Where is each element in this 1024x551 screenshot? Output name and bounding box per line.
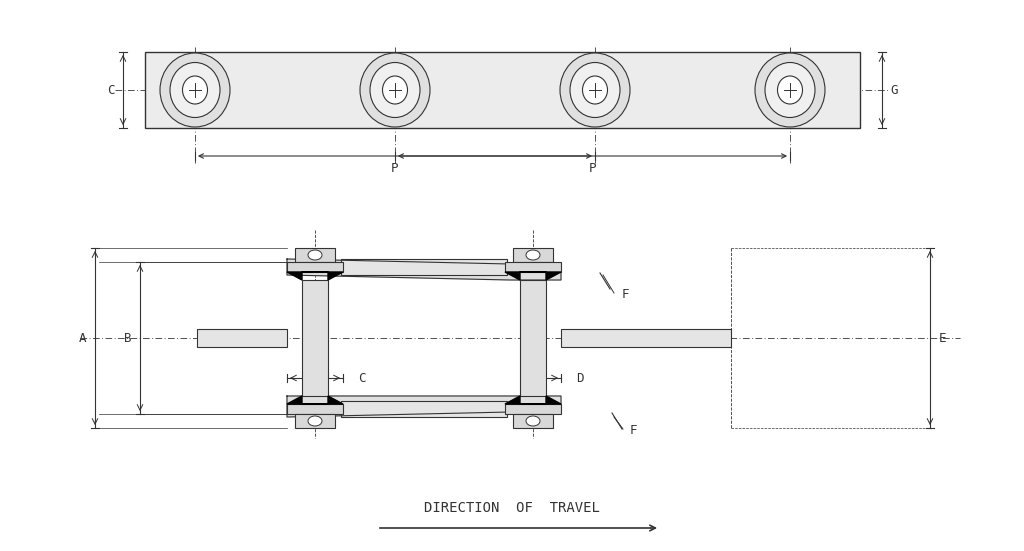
Ellipse shape <box>526 250 540 260</box>
Text: A: A <box>79 332 87 344</box>
Ellipse shape <box>777 76 803 104</box>
Bar <box>341 401 507 417</box>
Ellipse shape <box>583 76 607 104</box>
Text: DIRECTION  OF  TRAVEL: DIRECTION OF TRAVEL <box>424 501 600 515</box>
Polygon shape <box>505 396 561 404</box>
Bar <box>561 329 731 347</box>
Polygon shape <box>287 272 343 280</box>
Bar <box>513 248 553 262</box>
Ellipse shape <box>308 416 322 426</box>
Bar <box>287 404 343 414</box>
Bar <box>295 414 335 428</box>
Polygon shape <box>287 396 343 404</box>
Ellipse shape <box>160 53 230 127</box>
Ellipse shape <box>308 250 322 260</box>
Text: C: C <box>358 371 366 385</box>
Polygon shape <box>287 259 561 280</box>
Text: P: P <box>391 161 398 175</box>
Bar <box>520 280 546 396</box>
Text: F: F <box>630 424 638 437</box>
Bar <box>505 262 561 272</box>
Bar <box>295 248 335 262</box>
Text: B: B <box>124 332 132 344</box>
Ellipse shape <box>560 53 630 127</box>
Ellipse shape <box>182 76 208 104</box>
Bar <box>341 259 507 275</box>
Ellipse shape <box>170 62 220 117</box>
Ellipse shape <box>526 416 540 426</box>
Polygon shape <box>505 272 561 280</box>
Text: E: E <box>938 332 946 344</box>
Ellipse shape <box>570 62 620 117</box>
Ellipse shape <box>370 62 420 117</box>
Bar <box>302 280 328 396</box>
Ellipse shape <box>755 53 825 127</box>
Bar <box>197 329 287 347</box>
Text: G: G <box>890 84 898 96</box>
Text: F: F <box>622 289 630 301</box>
Bar <box>145 52 860 128</box>
Ellipse shape <box>765 62 815 117</box>
Bar <box>505 404 561 414</box>
Bar <box>287 262 343 272</box>
Bar <box>513 414 553 428</box>
Ellipse shape <box>360 53 430 127</box>
Text: D: D <box>575 371 584 385</box>
Ellipse shape <box>383 76 408 104</box>
Text: P: P <box>589 161 596 175</box>
Text: C: C <box>108 84 115 96</box>
Polygon shape <box>287 396 561 417</box>
